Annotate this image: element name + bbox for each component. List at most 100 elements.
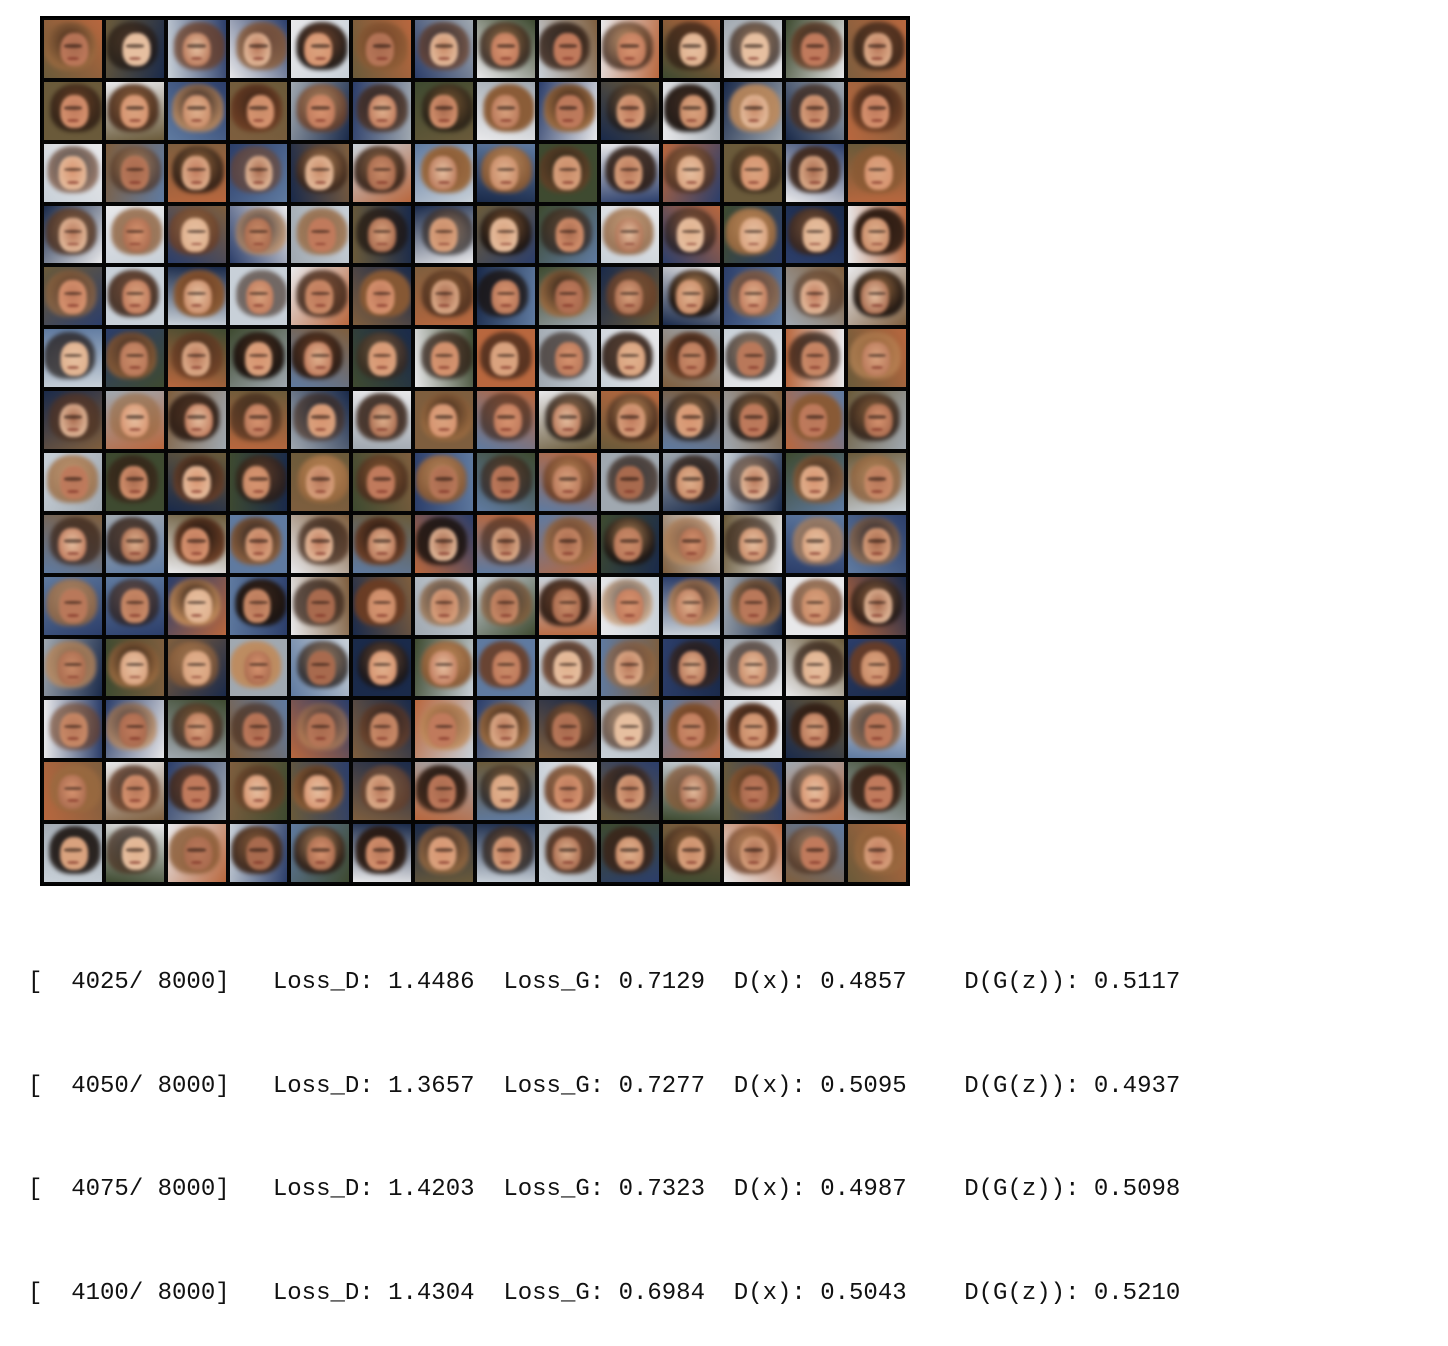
eyes-region	[558, 168, 578, 172]
eyes-region	[744, 786, 763, 791]
face-region	[491, 280, 520, 314]
face-region	[182, 651, 211, 685]
sample-tile	[291, 514, 350, 573]
sample-tile	[229, 824, 288, 882]
mouth-region	[252, 180, 265, 184]
eyes-region	[311, 229, 330, 234]
face-region	[246, 94, 275, 129]
mouth-region	[438, 861, 450, 865]
eyes-region	[805, 662, 825, 667]
sample-tile	[353, 453, 412, 511]
face-region	[740, 218, 768, 252]
eyes-region	[558, 44, 578, 48]
mouth-region	[500, 304, 512, 308]
eyes-region	[249, 415, 268, 419]
eyes-region	[558, 601, 578, 605]
eyes-region	[682, 601, 701, 605]
eyes-region	[63, 601, 83, 605]
mouth-region	[376, 675, 388, 679]
eyes-region	[372, 229, 392, 234]
face-region	[242, 465, 271, 500]
eyes-region	[558, 724, 578, 729]
sample-tile	[229, 762, 288, 821]
mouth-region	[623, 675, 636, 679]
eyes-region	[682, 848, 701, 852]
face-region	[739, 651, 767, 685]
face-region	[739, 713, 768, 747]
mouth-region	[809, 242, 821, 246]
mouth-region	[252, 551, 265, 555]
eyes-region	[63, 353, 83, 358]
eyes-region	[558, 539, 578, 543]
log-line: [ 4025/ 8000] Loss_D: 1.4486 Loss_G: 0.7…	[28, 966, 1180, 1001]
mouth-region	[747, 737, 760, 741]
face-region	[676, 156, 705, 190]
sample-tile	[538, 824, 597, 882]
face-region	[675, 280, 704, 314]
eyes-region	[187, 848, 206, 852]
sample-tile	[105, 638, 164, 697]
eyes-region	[496, 415, 516, 419]
eyes-region	[496, 848, 516, 852]
mouth-region	[623, 242, 636, 246]
eyes-region	[187, 291, 206, 296]
sample-tile	[167, 700, 226, 759]
face-region	[184, 713, 213, 747]
face-region	[861, 94, 890, 129]
sample-tile	[600, 81, 659, 140]
sample-tile	[538, 329, 597, 388]
sample-tile	[105, 267, 164, 326]
eyes-region	[867, 353, 887, 358]
loss-g-value: 0.7129	[618, 969, 705, 996]
eyes-region	[744, 291, 763, 296]
face-region	[677, 836, 706, 871]
loss-d-value: 1.4304	[388, 1279, 475, 1307]
mouth-region	[500, 366, 512, 370]
mouth-region	[747, 118, 760, 122]
sample-tile	[105, 824, 164, 882]
eyes-region	[496, 44, 516, 48]
mouth-region	[376, 613, 388, 617]
sample-tile	[538, 267, 597, 326]
sample-tile	[662, 700, 721, 759]
sample-tile	[724, 824, 783, 882]
sample-tile	[724, 576, 783, 635]
dgz-value: 0.5117	[1093, 969, 1181, 996]
sample-tile	[291, 329, 350, 388]
sample-tile	[538, 638, 597, 697]
mouth-region	[438, 613, 450, 617]
sample-tile	[44, 143, 102, 202]
sample-tile	[167, 824, 226, 882]
mouth-region	[376, 799, 388, 803]
mouth-region	[252, 861, 265, 865]
eyes-region	[311, 415, 330, 419]
eyes-region	[805, 291, 825, 296]
face-region	[552, 465, 581, 500]
sample-tile	[415, 143, 473, 202]
eyes-region	[496, 291, 516, 296]
mouth-region	[67, 366, 79, 370]
loss-d-label: Loss_D:	[272, 1279, 374, 1307]
sample-tile	[415, 762, 473, 821]
mouth-region	[623, 57, 636, 60]
eyes-region	[805, 168, 825, 172]
sample-tile	[167, 329, 226, 388]
face-region	[307, 836, 336, 871]
mouth-region	[871, 57, 883, 60]
face-region	[307, 94, 336, 129]
face-region	[428, 713, 457, 747]
mouth-region	[376, 861, 388, 865]
eyes-region	[434, 477, 454, 481]
mouth-region	[376, 304, 388, 308]
mouth-region	[376, 180, 388, 184]
mouth-region	[747, 675, 760, 679]
eyes-region	[434, 415, 454, 419]
eyes-region	[372, 848, 392, 852]
mouth-region	[190, 57, 203, 60]
eyes-region	[125, 415, 145, 419]
eyes-region	[125, 291, 145, 296]
eyes-region	[805, 229, 825, 234]
mouth-region	[747, 366, 760, 370]
mouth-region	[67, 613, 79, 617]
eyes-region	[620, 415, 639, 419]
